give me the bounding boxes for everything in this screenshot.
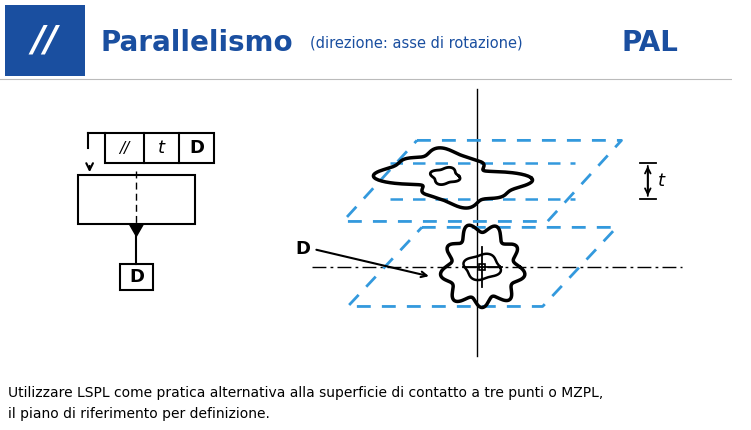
Bar	[78, 175, 195, 224]
Text: t: t	[658, 172, 665, 190]
Text: t: t	[158, 139, 165, 157]
Text: (direzione: asse di rotazione): (direzione: asse di rotazione)	[309, 36, 523, 51]
Text: D: D	[129, 268, 144, 286]
Text: Parallelismo: Parallelismo	[101, 30, 293, 58]
Bar	[479, 264, 485, 270]
Text: D: D	[296, 240, 311, 258]
Polygon shape	[130, 224, 143, 236]
Bar	[120, 264, 153, 290]
Bar	[105, 133, 214, 163]
Text: //: //	[32, 24, 58, 58]
Text: Utilizzare LSPL come pratica alternativa alla superficie di contatto a tre punti: Utilizzare LSPL come pratica alternativa…	[8, 386, 603, 421]
Text: //: //	[119, 141, 130, 156]
Bar	[5, 5, 85, 76]
Text: PAL: PAL	[622, 30, 678, 58]
Text: D: D	[189, 139, 204, 157]
